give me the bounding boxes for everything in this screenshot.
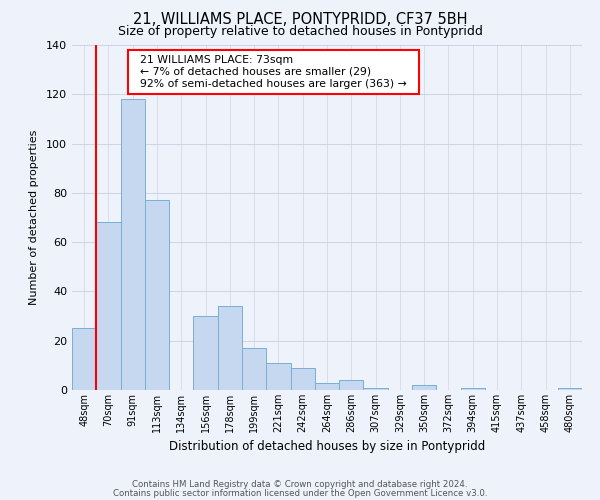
Bar: [364, 388, 388, 390]
Bar: [315, 382, 339, 390]
Bar: [558, 388, 582, 390]
Text: Contains HM Land Registry data © Crown copyright and database right 2024.: Contains HM Land Registry data © Crown c…: [132, 480, 468, 489]
Bar: [96, 222, 121, 390]
Bar: [72, 328, 96, 390]
Bar: [145, 200, 169, 390]
Bar: [412, 385, 436, 390]
Bar: [242, 348, 266, 390]
Text: 21 WILLIAMS PLACE: 73sqm
  ← 7% of detached houses are smaller (29)
  92% of sem: 21 WILLIAMS PLACE: 73sqm ← 7% of detache…: [133, 56, 414, 88]
Bar: [193, 316, 218, 390]
Bar: [121, 99, 145, 390]
Text: Size of property relative to detached houses in Pontypridd: Size of property relative to detached ho…: [118, 25, 482, 38]
Bar: [290, 368, 315, 390]
Bar: [339, 380, 364, 390]
Text: Contains public sector information licensed under the Open Government Licence v3: Contains public sector information licen…: [113, 489, 487, 498]
Y-axis label: Number of detached properties: Number of detached properties: [29, 130, 39, 305]
Bar: [266, 363, 290, 390]
X-axis label: Distribution of detached houses by size in Pontypridd: Distribution of detached houses by size …: [169, 440, 485, 454]
Bar: [461, 388, 485, 390]
Text: 21, WILLIAMS PLACE, PONTYPRIDD, CF37 5BH: 21, WILLIAMS PLACE, PONTYPRIDD, CF37 5BH: [133, 12, 467, 28]
Bar: [218, 306, 242, 390]
